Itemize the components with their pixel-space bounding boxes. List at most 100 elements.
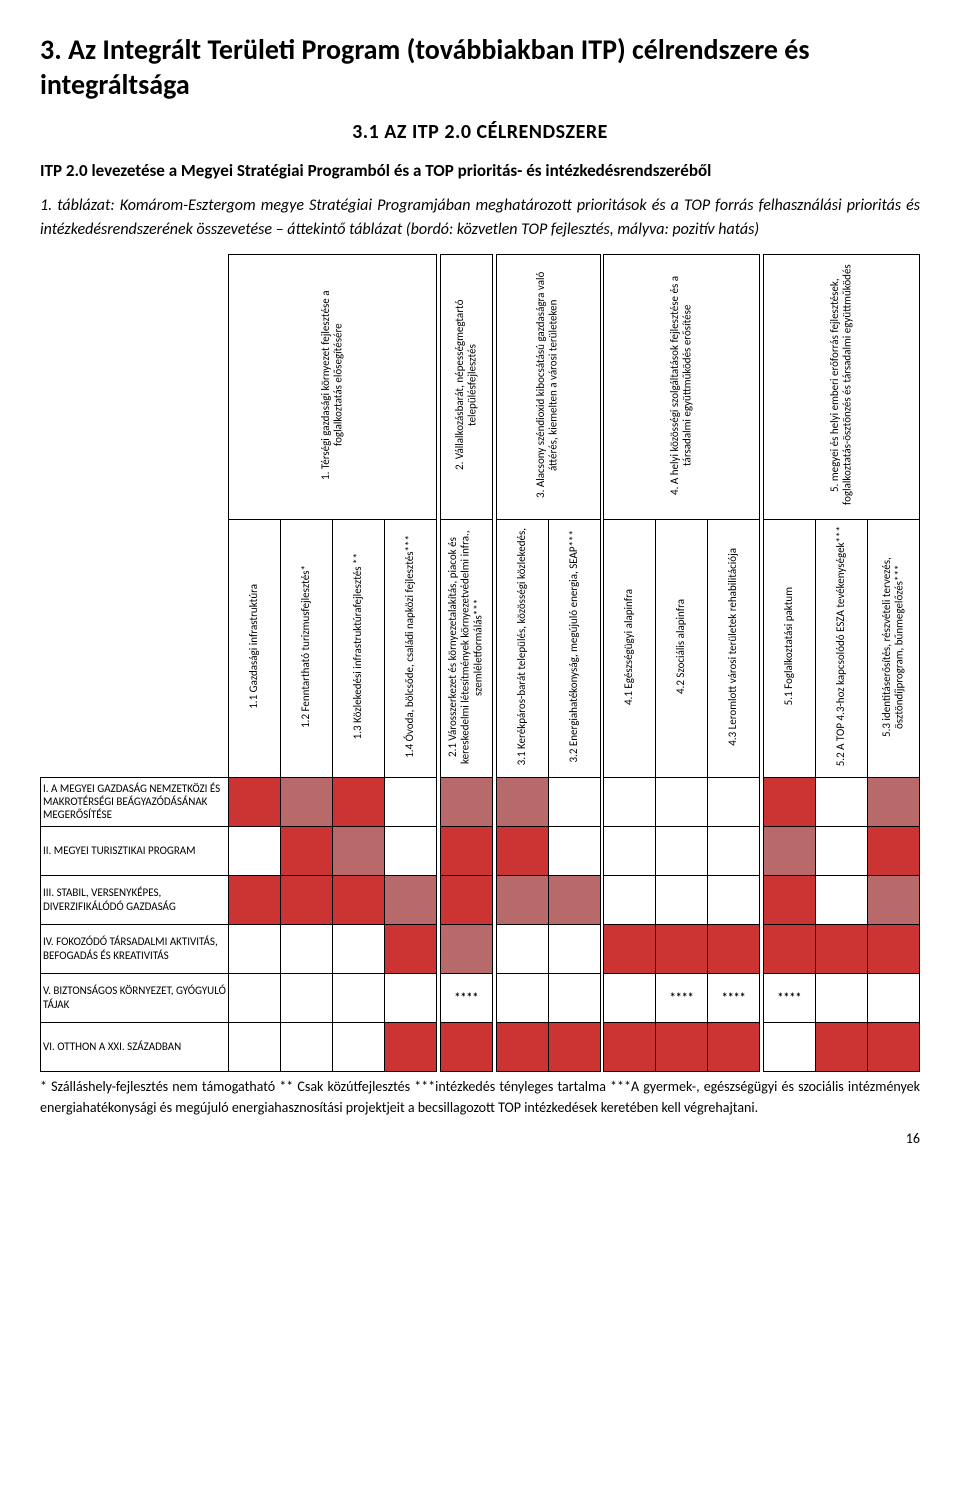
matrix-cell	[604, 777, 656, 826]
row-label: II. MEGYEI TURISZTIKAI PROGRAM	[41, 826, 229, 875]
row-label: V. BIZTONSÁGOS KÖRNYEZET, GYÓGYULÓ TÁJAK	[41, 973, 229, 1022]
matrix-cell	[867, 924, 919, 973]
row-label: I. A MEGYEI GAZDASÁG NEMZETKÖZI ÉS MAKRO…	[41, 777, 229, 826]
column-header: 5.2 A TOP 4.3-hoz kapcsolódó ESZA tevéke…	[815, 519, 867, 777]
row-label: VI. OTTHON A XXI. SZÁZADBAN	[41, 1022, 229, 1071]
matrix-cell	[440, 875, 492, 924]
matrix-cell	[281, 875, 333, 924]
matrix-cell	[548, 1022, 600, 1071]
matrix-cell	[815, 1022, 867, 1071]
matrix-cell	[385, 1022, 437, 1071]
matrix-cell	[229, 875, 281, 924]
matrix-cell	[656, 875, 708, 924]
table-caption: 1. táblázat: Komárom-Esztergom megye Str…	[40, 194, 920, 242]
matrix-cell	[333, 1022, 385, 1071]
matrix-cell	[385, 777, 437, 826]
matrix-cell: ****	[763, 973, 815, 1022]
matrix-cell	[496, 1022, 548, 1071]
matrix-cell	[496, 875, 548, 924]
matrix-cell	[333, 826, 385, 875]
matrix-cell	[867, 826, 919, 875]
matrix-cell	[281, 924, 333, 973]
column-header: 4.1 Egészségügyi alapinfra	[604, 519, 656, 777]
matrix-cell	[867, 777, 919, 826]
matrix-cell	[229, 973, 281, 1022]
column-group-header: 3. Alacsony széndioxid kibocsátású gazda…	[496, 254, 600, 519]
matrix-cell	[708, 777, 760, 826]
matrix-cell	[548, 924, 600, 973]
matrix-cell	[548, 875, 600, 924]
matrix-cell	[333, 973, 385, 1022]
matrix-cell	[815, 826, 867, 875]
column-header: 1.3 Közlekedési infrastruktúrafejlesztés…	[333, 519, 385, 777]
matrix-cell	[229, 924, 281, 973]
page-title: 3. Az Integrált Területi Program (tovább…	[40, 32, 920, 102]
matrix-cell	[867, 973, 919, 1022]
matrix-cell	[385, 924, 437, 973]
matrix-cell	[656, 1022, 708, 1071]
matrix-cell	[867, 875, 919, 924]
matrix-cell	[548, 777, 600, 826]
row-label: IV. FOKOZÓDÓ TÁRSADALMI AKTIVITÁS, BEFOG…	[41, 924, 229, 973]
matrix-cell	[763, 875, 815, 924]
matrix-cell	[548, 973, 600, 1022]
matrix-cell	[496, 826, 548, 875]
matrix-cell	[229, 777, 281, 826]
column-header: 3.2 Energiahatékonyság, megújuló energia…	[548, 519, 600, 777]
matrix-cell	[496, 924, 548, 973]
matrix-cell	[333, 777, 385, 826]
matrix-cell	[815, 777, 867, 826]
matrix-cell	[440, 924, 492, 973]
matrix-cell: ****	[656, 973, 708, 1022]
matrix-cell	[763, 1022, 815, 1071]
matrix-cell	[815, 924, 867, 973]
matrix-cell	[604, 973, 656, 1022]
matrix-cell	[604, 875, 656, 924]
matrix-cell	[385, 875, 437, 924]
matrix-cell	[229, 1022, 281, 1071]
matrix-cell	[496, 973, 548, 1022]
matrix-cell	[763, 826, 815, 875]
matrix-cell	[867, 1022, 919, 1071]
column-header: 1.2 Fenntartható turizmusfejlesztés*	[281, 519, 333, 777]
matrix-cell	[281, 973, 333, 1022]
priority-matrix-table: 1. Térségi gazdasági környezet fejleszté…	[40, 254, 920, 1072]
matrix-cell	[708, 875, 760, 924]
matrix-cell	[440, 777, 492, 826]
matrix-cell: ****	[708, 973, 760, 1022]
column-header: 2.1 Városszerkezet és környezetalakítás,…	[440, 519, 492, 777]
matrix-cell	[440, 1022, 492, 1071]
matrix-cell	[656, 826, 708, 875]
column-group-header: 5. megyei és helyi emberi erőforrás fejl…	[763, 254, 919, 519]
intro-paragraph: ITP 2.0 levezetése a Megyei Stratégiai P…	[40, 158, 920, 184]
column-group-header: 1. Térségi gazdasági környezet fejleszté…	[229, 254, 437, 519]
column-header: 1.4 Óvoda, bölcsőde, családi napközi fej…	[385, 519, 437, 777]
matrix-cell	[281, 826, 333, 875]
matrix-cell	[229, 826, 281, 875]
column-group-header: 2. Vállalkozásbarát, népességmegtartó te…	[440, 254, 492, 519]
column-header: 3.1 Kerékpáros-barát település, közösség…	[496, 519, 548, 777]
matrix-cell	[496, 777, 548, 826]
column-header: 4.2 Szociális alapinfra	[656, 519, 708, 777]
matrix-cell	[815, 973, 867, 1022]
matrix-cell	[281, 1022, 333, 1071]
matrix-cell	[763, 924, 815, 973]
column-header: 4.3 Leromlott városi területek rehabilit…	[708, 519, 760, 777]
page-number: 16	[40, 1130, 920, 1147]
matrix-cell	[385, 826, 437, 875]
matrix-cell	[604, 1022, 656, 1071]
matrix-cell	[708, 924, 760, 973]
row-label: III. STABIL, VERSENYKÉPES, DIVERZIFIKÁLÓ…	[41, 875, 229, 924]
matrix-cell	[385, 973, 437, 1022]
footnotes: * Szálláshely-fejlesztés nem támogatható…	[40, 1076, 920, 1118]
matrix-cell	[333, 924, 385, 973]
matrix-cell	[333, 875, 385, 924]
column-header: 1.1 Gazdasági infrastruktúra	[229, 519, 281, 777]
matrix-cell	[604, 924, 656, 973]
column-group-header: 4. A helyi közösségi szolgáltatások fejl…	[604, 254, 760, 519]
matrix-cell	[281, 777, 333, 826]
matrix-cell	[763, 777, 815, 826]
matrix-cell	[440, 826, 492, 875]
matrix-cell	[604, 826, 656, 875]
matrix-cell	[815, 875, 867, 924]
